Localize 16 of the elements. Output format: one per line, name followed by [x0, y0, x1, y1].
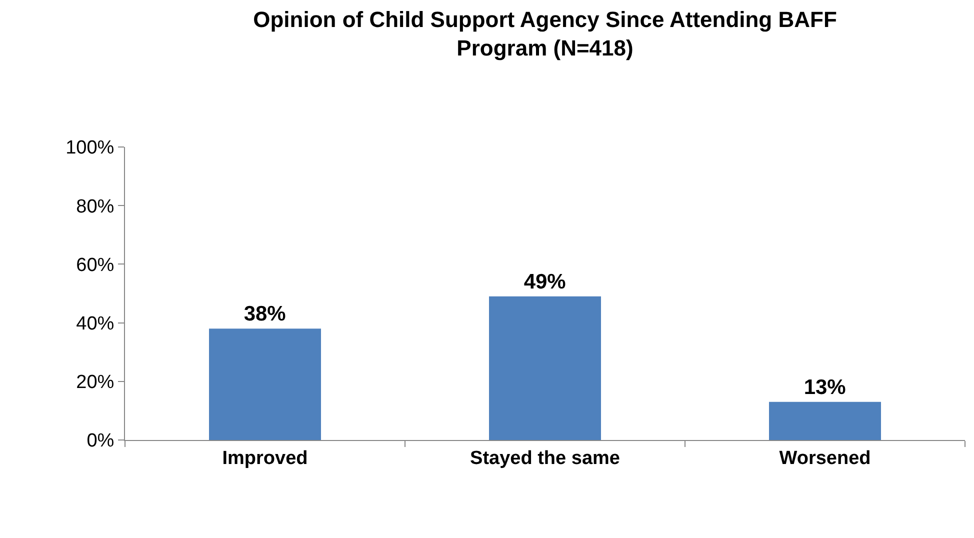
chart-title: Opinion of Child Support Agency Since Attending BAFF Program (N=418): [253, 6, 837, 60]
data-label: 38%: [244, 302, 286, 326]
bar: [769, 402, 881, 440]
data-label: 13%: [804, 376, 846, 399]
x-tick-label: Stayed the same: [470, 448, 620, 469]
x-tick-label: Improved: [222, 448, 308, 469]
y-tick-label: 0%: [86, 430, 114, 452]
data-label: 49%: [524, 270, 566, 294]
y-tick-label: 40%: [76, 313, 114, 334]
bar: [489, 296, 601, 440]
y-tick-label: 60%: [76, 254, 114, 276]
y-tick-label: 80%: [76, 196, 114, 218]
x-tick-label: Worsened: [779, 448, 871, 469]
y-tick-label: 100%: [66, 138, 114, 159]
bar: [209, 328, 321, 440]
y-tick-label: 20%: [76, 372, 114, 394]
